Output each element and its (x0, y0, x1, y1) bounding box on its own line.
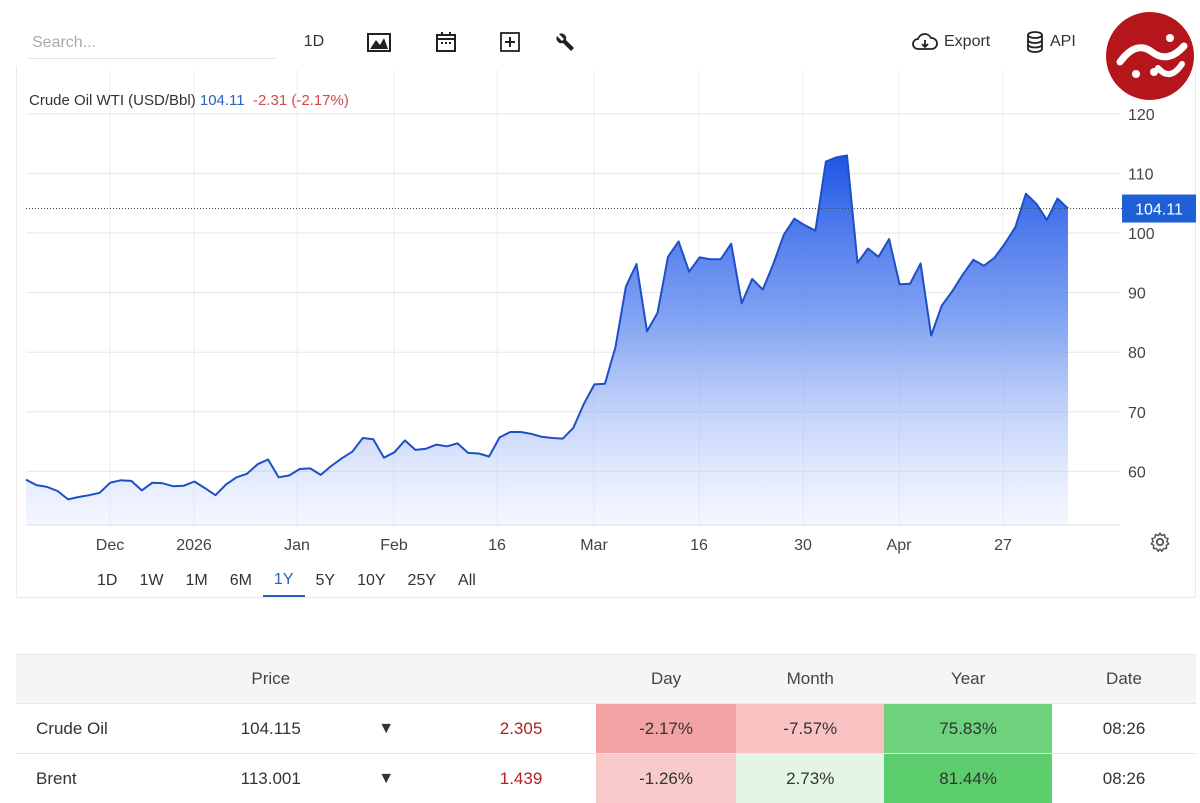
quotes-table: Price Day Month Year Date Crude Oil 104.… (16, 654, 1196, 803)
legend-last-value: 104.11 (200, 92, 245, 109)
header-day: Day (596, 655, 736, 704)
row-date: 08:26 (1052, 704, 1196, 754)
range-1w[interactable]: 1W (128, 568, 174, 596)
y-tick-label: 120 (1128, 107, 1155, 124)
row-month-change: -7.57% (736, 704, 884, 754)
x-tick-label: Jan (284, 537, 310, 554)
row-year-change: 81.44% (884, 754, 1052, 803)
row-year-change: 75.83% (884, 704, 1052, 754)
header-date: Date (1052, 655, 1196, 704)
x-tick-label: Dec (96, 537, 124, 554)
range-1d[interactable]: 1D (86, 568, 128, 596)
table-header-row: Price Day Month Year Date (16, 655, 1196, 704)
row-price: 113.001 (215, 754, 326, 803)
x-tick-label: 2026 (176, 537, 212, 554)
row-name[interactable]: Crude Oil (16, 704, 215, 754)
row-day-change: -1.26% (596, 754, 736, 803)
x-tick-label: 27 (994, 537, 1012, 554)
legend-name: Crude Oil WTI (USD/Bbl) (29, 92, 196, 109)
y-tick-label: 60 (1128, 464, 1146, 481)
header-price: Price (215, 655, 326, 704)
range-5y[interactable]: 5Y (305, 568, 347, 596)
y-tick-label: 80 (1128, 345, 1146, 362)
y-tick-label: 70 (1128, 405, 1146, 422)
legend-change: -2.31 (-2.17%) (253, 92, 349, 109)
header-year: Year (884, 655, 1052, 704)
x-tick-label: Apr (887, 537, 913, 554)
x-tick-label: 16 (488, 537, 506, 554)
range-1m[interactable]: 1M (174, 568, 218, 596)
header-name (16, 655, 215, 704)
down-arrow-icon: ▼ (326, 754, 446, 803)
chart-legend: Crude Oil WTI (USD/Bbl) 104.11 -2.31 (-2… (29, 92, 349, 109)
settings-gear-icon[interactable] (1148, 530, 1172, 554)
range-1y[interactable]: 1Y (263, 567, 305, 597)
header-change (446, 655, 596, 704)
x-tick-label: Mar (580, 537, 608, 554)
range-25y[interactable]: 25Y (397, 568, 447, 596)
y-tick-label: 100 (1128, 226, 1155, 243)
x-tick-label: 16 (690, 537, 708, 554)
y-tick-label: 110 (1128, 166, 1154, 183)
y-tick-label: 90 (1128, 286, 1146, 303)
x-tick-label: Feb (380, 537, 408, 554)
range-10y[interactable]: 10Y (346, 568, 396, 596)
header-arrow (326, 655, 446, 704)
row-change: 2.305 (446, 704, 596, 754)
row-price: 104.115 (215, 704, 326, 754)
series-area (26, 156, 1068, 526)
range-all[interactable]: All (447, 568, 487, 596)
down-arrow-icon: ▼ (326, 704, 446, 754)
table-row[interactable]: Brent 113.001 ▼ 1.439 -1.26% 2.73% 81.44… (16, 754, 1196, 803)
range-6m[interactable]: 6M (219, 568, 263, 596)
header-month: Month (736, 655, 884, 704)
table-row[interactable]: Crude Oil 104.115 ▼ 2.305 -2.17% -7.57% … (16, 704, 1196, 754)
row-month-change: 2.73% (736, 754, 884, 803)
price-chart[interactable]: 60 70 80 90 100 110 120 Dec 2026 Jan Feb 16 Mar 16 30 A… (0, 0, 1200, 600)
x-tick-label: 30 (794, 537, 812, 554)
last-value-label: 104.11 (1135, 202, 1183, 219)
row-date: 08:26 (1052, 754, 1196, 803)
row-day-change: -2.17% (596, 704, 736, 754)
row-name[interactable]: Brent (16, 754, 215, 803)
row-change: 1.439 (446, 754, 596, 803)
